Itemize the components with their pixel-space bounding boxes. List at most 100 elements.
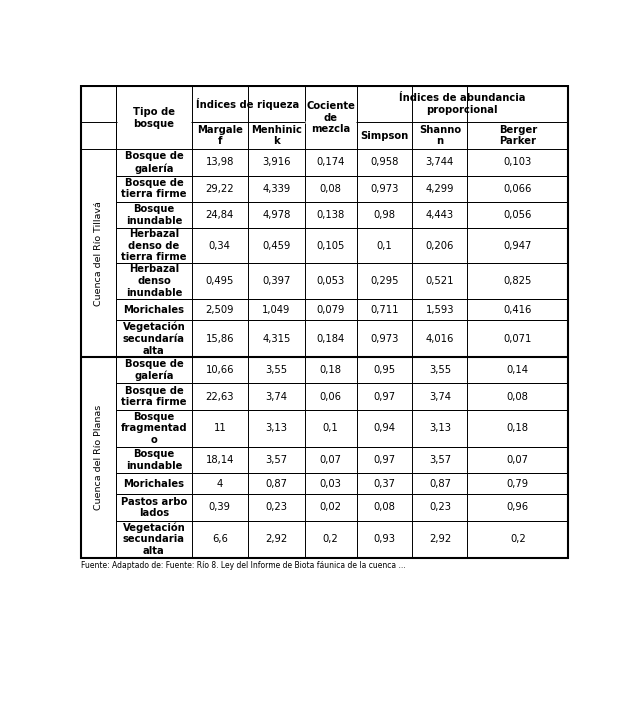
Text: 0,079: 0,079 — [316, 304, 345, 315]
Text: Cociente
de
mezcla: Cociente de mezcla — [306, 101, 355, 134]
Text: 6,6: 6,6 — [212, 534, 228, 544]
Text: 4,339: 4,339 — [262, 184, 291, 193]
Text: 3,13: 3,13 — [265, 423, 287, 433]
Text: 4,978: 4,978 — [262, 210, 291, 220]
Text: 0,08: 0,08 — [507, 392, 529, 402]
Text: 10,66: 10,66 — [206, 366, 234, 376]
Text: Herbazal
denso de
tierra firme: Herbazal denso de tierra firme — [121, 229, 187, 262]
Text: 0,02: 0,02 — [320, 503, 342, 513]
Text: 0,08: 0,08 — [373, 503, 396, 513]
Text: 0,397: 0,397 — [262, 276, 291, 286]
Text: 3,57: 3,57 — [265, 455, 287, 465]
Text: 3,74: 3,74 — [429, 392, 451, 402]
Text: 4,443: 4,443 — [426, 210, 454, 220]
Text: 3,74: 3,74 — [265, 392, 287, 402]
Text: Cuenca del Río Planas: Cuenca del Río Planas — [94, 405, 103, 510]
Text: 3,55: 3,55 — [429, 366, 451, 376]
Text: 18,14: 18,14 — [206, 455, 234, 465]
Text: 3,57: 3,57 — [429, 455, 451, 465]
Text: 0,495: 0,495 — [206, 276, 234, 286]
Text: Menhinic
k: Menhinic k — [251, 125, 302, 146]
Text: Bosque
inundable: Bosque inundable — [126, 449, 182, 470]
Text: 0,03: 0,03 — [320, 479, 342, 489]
Text: Bosque de
galería: Bosque de galería — [125, 151, 184, 174]
Text: 0,06: 0,06 — [320, 392, 342, 402]
Text: Morichales: Morichales — [123, 304, 184, 315]
Text: 0,174: 0,174 — [316, 157, 345, 167]
Text: 3,55: 3,55 — [265, 366, 287, 376]
Text: 0,947: 0,947 — [504, 241, 532, 251]
Text: 0,98: 0,98 — [373, 210, 396, 220]
Text: 0,23: 0,23 — [265, 503, 287, 513]
Text: 4,299: 4,299 — [425, 184, 454, 193]
Text: 3,916: 3,916 — [262, 157, 291, 167]
Text: Pastos arbo
lados: Pastos arbo lados — [121, 496, 187, 518]
Text: 0,056: 0,056 — [504, 210, 532, 220]
Text: 3,13: 3,13 — [429, 423, 451, 433]
Text: 0,2: 0,2 — [323, 534, 339, 544]
Text: 0,416: 0,416 — [504, 304, 532, 315]
Text: Vegetación
secundaria
alta: Vegetación secundaria alta — [123, 522, 185, 556]
Text: Índices de abundancia
proporcional: Índices de abundancia proporcional — [399, 93, 525, 115]
Text: Bosque de
galería: Bosque de galería — [125, 359, 184, 381]
Text: 0,23: 0,23 — [429, 503, 451, 513]
Text: 1,593: 1,593 — [425, 304, 454, 315]
Text: 0,066: 0,066 — [504, 184, 532, 193]
Text: 0,521: 0,521 — [425, 276, 454, 286]
Text: 0,184: 0,184 — [316, 334, 345, 344]
Text: 0,87: 0,87 — [429, 479, 451, 489]
Text: 0,97: 0,97 — [373, 392, 396, 402]
Text: 4,315: 4,315 — [262, 334, 291, 344]
Text: 0,18: 0,18 — [320, 366, 342, 376]
Text: 0,08: 0,08 — [320, 184, 342, 193]
Text: 13,98: 13,98 — [206, 157, 234, 167]
Text: Simpson: Simpson — [360, 131, 408, 140]
Text: 0,14: 0,14 — [507, 366, 529, 376]
Text: 0,96: 0,96 — [506, 503, 529, 513]
Text: 0,1: 0,1 — [323, 423, 339, 433]
Text: 1,049: 1,049 — [262, 304, 291, 315]
Text: Margale
f: Margale f — [197, 125, 242, 146]
Text: 0,071: 0,071 — [504, 334, 532, 344]
Text: 0,711: 0,711 — [370, 304, 399, 315]
Text: 0,825: 0,825 — [504, 276, 532, 286]
Text: 0,07: 0,07 — [320, 455, 342, 465]
Text: 4: 4 — [216, 479, 223, 489]
Text: 0,95: 0,95 — [373, 366, 396, 376]
Text: 0,973: 0,973 — [370, 334, 399, 344]
Text: 0,105: 0,105 — [316, 241, 345, 251]
Text: 0,958: 0,958 — [370, 157, 399, 167]
Text: Vegetación
secundaría
alta: Vegetación secundaría alta — [123, 322, 185, 356]
Text: 0,94: 0,94 — [373, 423, 396, 433]
Text: 22,63: 22,63 — [206, 392, 234, 402]
Text: 0,97: 0,97 — [373, 455, 396, 465]
Text: 0,87: 0,87 — [265, 479, 287, 489]
Text: 3,744: 3,744 — [426, 157, 454, 167]
Text: Bosque de
tierra firme: Bosque de tierra firme — [121, 178, 187, 200]
Text: 0,18: 0,18 — [507, 423, 529, 433]
Text: 0,973: 0,973 — [370, 184, 399, 193]
Text: 0,34: 0,34 — [209, 241, 230, 251]
Text: 2,92: 2,92 — [265, 534, 287, 544]
Text: 0,93: 0,93 — [373, 534, 396, 544]
Text: 0,1: 0,1 — [377, 241, 392, 251]
Text: Fuente: Adaptado de: Fuente: Río 8. Ley del Informe de Biota fáunica de la cuenc: Fuente: Adaptado de: Fuente: Río 8. Ley … — [80, 561, 405, 570]
Bar — [80, 86, 568, 558]
Text: 0,103: 0,103 — [504, 157, 532, 167]
Text: 29,22: 29,22 — [206, 184, 234, 193]
Text: 15,86: 15,86 — [206, 334, 234, 344]
Text: Bosque
fragmentad
o: Bosque fragmentad o — [121, 412, 187, 445]
Text: Cuenca del Río Tillavá: Cuenca del Río Tillavá — [94, 201, 103, 306]
Text: Berger
Parker: Berger Parker — [499, 125, 537, 146]
Text: 0,2: 0,2 — [510, 534, 525, 544]
Text: 0,206: 0,206 — [426, 241, 454, 251]
Text: 0,79: 0,79 — [506, 479, 529, 489]
Text: Herbazal
denso
inundable: Herbazal denso inundable — [126, 265, 182, 298]
Text: 0,39: 0,39 — [209, 503, 231, 513]
Text: 11: 11 — [213, 423, 226, 433]
Text: 0,37: 0,37 — [373, 479, 396, 489]
Text: Índices de riqueza: Índices de riqueza — [196, 98, 299, 110]
Text: 0,459: 0,459 — [262, 241, 291, 251]
Text: Bosque de
tierra firme: Bosque de tierra firme — [121, 385, 187, 407]
Text: 4,016: 4,016 — [426, 334, 454, 344]
